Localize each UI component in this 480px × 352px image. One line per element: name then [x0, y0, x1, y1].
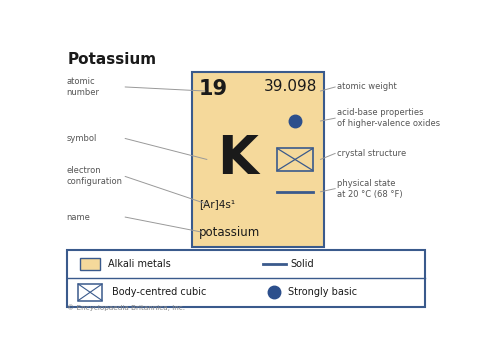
Text: physical state
at 20 °C (68 °F): physical state at 20 °C (68 °F) [337, 178, 403, 199]
Text: symbol: symbol [67, 134, 97, 143]
Text: Solid: Solid [290, 259, 314, 269]
Text: Strongly basic: Strongly basic [288, 287, 358, 297]
Bar [67, 250, 424, 307]
Text: Potassium: Potassium [67, 52, 156, 67]
Text: Alkali metals: Alkali metals [108, 259, 171, 269]
Bar [81, 258, 100, 270]
Text: atomic weight: atomic weight [337, 82, 397, 92]
Text: crystal structure: crystal structure [337, 149, 407, 158]
Text: 19: 19 [199, 79, 228, 99]
Text: 39.098: 39.098 [264, 79, 317, 94]
Bar [192, 72, 324, 247]
Text: acid-base properties
of higher-valence oxides: acid-base properties of higher-valence o… [337, 108, 440, 128]
Text: Body-centred cubic: Body-centred cubic [112, 287, 207, 297]
Text: © Encyclopaedia Britannica, Inc.: © Encyclopaedia Britannica, Inc. [67, 304, 185, 311]
Bar [78, 284, 102, 301]
Text: K: K [217, 133, 258, 186]
Text: electron
configuration: electron configuration [67, 166, 123, 187]
Text: atomic
number: atomic number [67, 77, 100, 97]
Text: potassium: potassium [199, 226, 260, 239]
Text: [Ar]4s¹: [Ar]4s¹ [199, 199, 235, 209]
Text: name: name [67, 213, 91, 221]
Bar [277, 149, 313, 170]
